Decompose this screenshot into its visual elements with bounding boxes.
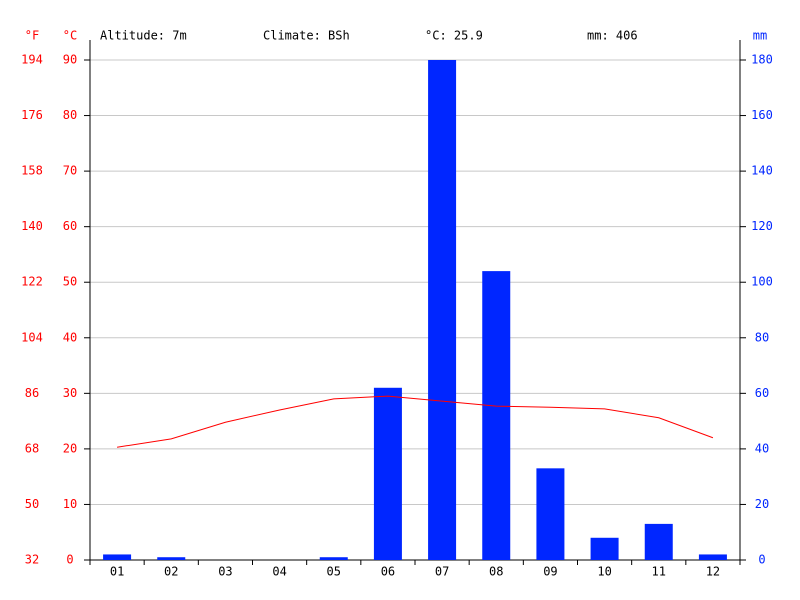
y2-tick-label: 160 [751,108,773,122]
header-precipitation: mm: 406 [587,29,638,43]
fahrenheit-tick-label: 122 [21,275,43,289]
header-altitude: Altitude: 7m [100,29,187,43]
x-tick-label: 09 [543,565,557,579]
precipitation-bar [590,537,619,560]
y-tick-label: 30 [63,386,77,400]
y2-tick-label: 60 [755,386,769,400]
x-tick-label: 03 [218,565,232,579]
y-tick-label: 70 [63,164,77,178]
precipitation-bar [698,554,727,560]
precipitation-bar [428,60,457,560]
y-tick-label: 40 [63,330,77,344]
y-tick-label: 0 [66,553,73,567]
y-tick-label: 80 [63,108,77,122]
y-tick-label: 20 [63,441,77,455]
y-tick-label: 60 [63,219,77,233]
fahrenheit-tick-label: 194 [21,53,43,67]
y2-tick-label: 0 [758,553,765,567]
y2-tick-label: 140 [751,164,773,178]
x-tick-label: 10 [597,565,611,579]
fahrenheit-tick-label: 50 [25,497,39,511]
y2-tick-label: 20 [755,497,769,511]
x-tick-label: 06 [381,565,395,579]
precipitation-bar [536,468,565,560]
precipitation-bar [644,523,673,560]
header-temperature: °C: 25.9 [425,29,483,43]
header-climate: Climate: BSh [263,29,350,43]
fahrenheit-tick-label: 32 [25,553,39,567]
x-tick-label: 02 [164,565,178,579]
precipitation-bar [319,557,348,560]
fahrenheit-tick-label: 68 [25,441,39,455]
precipitation-bar [373,387,402,560]
celsius-unit: °C [63,29,77,43]
x-tick-label: 05 [327,565,341,579]
y2-tick-label: 180 [751,53,773,67]
fahrenheit-tick-label: 86 [25,386,39,400]
x-tick-label: 11 [652,565,666,579]
fahrenheit-tick-label: 104 [21,330,43,344]
x-tick-label: 12 [706,565,720,579]
y2-tick-label: 80 [755,330,769,344]
precipitation-bar [482,271,511,560]
y2-tick-label: 40 [755,441,769,455]
x-tick-label: 04 [272,565,286,579]
y2-tick-label: 100 [751,275,773,289]
y-tick-label: 10 [63,497,77,511]
precipitation-bar [157,557,186,560]
x-tick-label: 01 [110,565,124,579]
x-tick-label: 07 [435,565,449,579]
precipitation-bar [103,554,132,560]
fahrenheit-tick-label: 176 [21,108,43,122]
y2-tick-label: 120 [751,219,773,233]
y-tick-label: 50 [63,275,77,289]
temperature-line [117,395,714,448]
fahrenheit-unit: °F [25,29,39,43]
y-tick-label: 90 [63,53,77,67]
fahrenheit-tick-label: 140 [21,219,43,233]
x-tick-label: 08 [489,565,503,579]
mm-unit: mm [753,29,767,43]
fahrenheit-tick-label: 158 [21,164,43,178]
